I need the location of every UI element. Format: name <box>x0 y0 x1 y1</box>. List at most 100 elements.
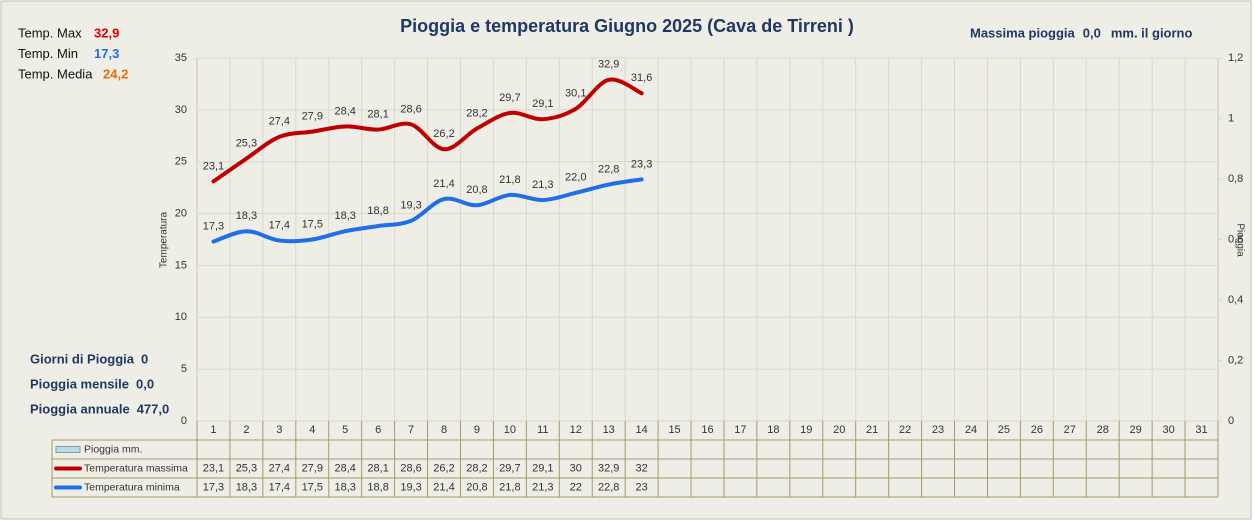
y-tick-label: 30 <box>175 104 187 116</box>
x-tick-label: 26 <box>1031 424 1043 436</box>
table-cell: 22,8 <box>598 481 619 493</box>
x-tick-label: 17 <box>734 424 746 436</box>
table-cell: 21,8 <box>499 481 520 493</box>
data-label: 28,6 <box>400 103 421 115</box>
y2-tick-label: 0 <box>1228 415 1234 427</box>
y-tick-label: 35 <box>175 52 187 64</box>
y-tick-label: 5 <box>181 363 187 375</box>
x-tick-label: 29 <box>1130 424 1142 436</box>
data-label: 22,8 <box>598 163 619 175</box>
y-tick-label: 20 <box>175 207 187 219</box>
x-tick-label: 7 <box>408 424 414 436</box>
data-label: 30,1 <box>565 88 586 100</box>
x-tick-label: 16 <box>701 424 713 436</box>
x-tick-label: 15 <box>668 424 680 436</box>
max-rain-value: 0,0 <box>1083 25 1101 40</box>
x-tick-label: 2 <box>243 424 249 436</box>
stat-value: 17,3 <box>94 46 119 61</box>
stat-label: Temp. Max <box>18 25 82 40</box>
table-cell: 19,3 <box>400 481 421 493</box>
y2-tick-label: 0,6 <box>1228 233 1243 245</box>
table-cell: 21,4 <box>433 481 454 493</box>
data-label: 17,3 <box>203 220 224 232</box>
plot-area <box>196 57 1219 422</box>
x-tick-label: 8 <box>441 424 447 436</box>
x-tick-label: 19 <box>800 424 812 436</box>
data-label: 22,0 <box>565 172 586 184</box>
table-cell: 28,2 <box>466 462 487 474</box>
stat-value: 32,9 <box>94 25 119 40</box>
data-label: 17,5 <box>302 218 323 230</box>
x-tick-label: 20 <box>833 424 845 436</box>
table-cell: 17,4 <box>269 481 290 493</box>
table-cell: 23 <box>636 481 648 493</box>
table-cell: 28,6 <box>400 462 421 474</box>
legend-label: Pioggia mm. <box>84 443 142 455</box>
rain-stat-value: 0 <box>141 351 148 366</box>
x-tick-label: 12 <box>570 424 582 436</box>
x-tick-label: 11 <box>537 424 548 436</box>
y2-tick-label: 0,2 <box>1228 354 1243 366</box>
data-label: 20,8 <box>466 184 487 196</box>
x-tick-label: 6 <box>375 424 381 436</box>
table-cell: 23,1 <box>203 462 224 474</box>
x-tick-label: 30 <box>1162 424 1174 436</box>
x-tick-label: 28 <box>1097 424 1109 436</box>
table-cell: 26,2 <box>433 462 454 474</box>
y2-tick-label: 0,4 <box>1228 294 1243 306</box>
data-label: 29,1 <box>532 98 553 110</box>
x-tick-label: 3 <box>276 424 282 436</box>
legend-swatch <box>55 446 81 453</box>
table-cell: 25,3 <box>236 462 257 474</box>
table-cell: 29,7 <box>499 462 520 474</box>
table-cell: 17,3 <box>203 481 224 493</box>
table-cell: 32 <box>636 462 648 474</box>
table-cell: 18,3 <box>236 481 257 493</box>
x-tick-label: 22 <box>899 424 911 436</box>
x-tick-label: 13 <box>603 424 615 436</box>
y-tick-label: 0 <box>181 415 187 427</box>
data-label: 21,4 <box>433 178 454 190</box>
data-label: 31,6 <box>631 72 652 84</box>
data-label: 23,3 <box>631 158 652 170</box>
x-tick-label: 25 <box>998 424 1010 436</box>
data-label: 18,3 <box>236 210 257 222</box>
data-label: 23,1 <box>203 160 224 172</box>
data-label: 17,4 <box>269 219 290 231</box>
rain-stat-value: 477,0 <box>137 401 170 416</box>
table-cell: 28,1 <box>367 462 388 474</box>
table-cell: 30 <box>570 462 582 474</box>
data-label: 21,8 <box>499 174 520 186</box>
table-cell: 18,8 <box>367 481 388 493</box>
table-cell: 28,4 <box>334 462 355 474</box>
data-label: 29,7 <box>499 92 520 104</box>
rain-stat-value: 0,0 <box>136 376 154 391</box>
y-tick-label: 25 <box>175 156 187 168</box>
max-rain-label: Massima pioggia <box>970 25 1076 40</box>
data-label: 18,3 <box>334 210 355 222</box>
stat-label: Temp. Min <box>18 46 78 61</box>
table-cell: 22 <box>570 481 582 493</box>
x-tick-label: 1 <box>210 424 216 436</box>
x-tick-label: 4 <box>309 424 315 436</box>
y-axis-label: Temperatura <box>159 211 170 268</box>
x-tick-label: 24 <box>965 424 977 436</box>
data-label: 28,1 <box>367 108 388 120</box>
x-tick-label: 21 <box>866 424 878 436</box>
data-label: 32,9 <box>598 59 619 71</box>
data-label: 26,2 <box>433 128 454 140</box>
chart-title: Pioggia e temperatura Giugno 2025 (Cava … <box>400 16 854 36</box>
x-tick-label: 31 <box>1195 424 1207 436</box>
x-tick-label: 27 <box>1064 424 1076 436</box>
table-cell: 17,5 <box>302 481 323 493</box>
x-tick-label: 18 <box>767 424 779 436</box>
x-tick-label: 5 <box>342 424 348 436</box>
table-cell: 27,9 <box>302 462 323 474</box>
y-tick-label: 15 <box>175 259 187 271</box>
table-cell: 27,4 <box>269 462 290 474</box>
data-label: 21,3 <box>532 179 553 191</box>
y2-tick-label: 0,8 <box>1228 173 1243 185</box>
legend-label: Temperatura massima <box>84 462 188 474</box>
data-label: 27,4 <box>269 116 290 128</box>
x-tick-label: 10 <box>504 424 516 436</box>
